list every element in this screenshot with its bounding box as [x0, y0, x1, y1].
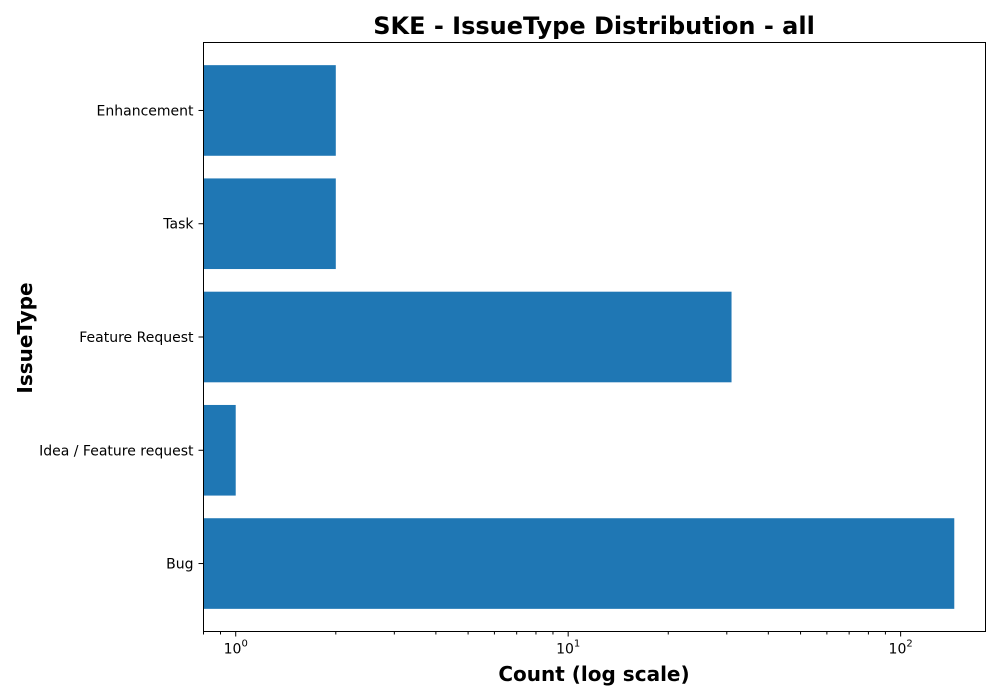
bar-task [203, 178, 336, 270]
y-tick-label: Feature Request [79, 330, 194, 346]
x-tick-label: 100 [224, 639, 248, 658]
y-tick-label: Task [162, 217, 194, 233]
y-tick-label: Bug [166, 557, 193, 573]
x-ticks-group: 100 101 102 [203, 631, 913, 658]
bars-group [203, 65, 955, 609]
chart-title: SKE - IssueType Distribution - all [373, 12, 815, 40]
bar-idea-feature-request [203, 404, 236, 496]
y-tick-label: Idea / Feature request [39, 443, 194, 459]
bar-enhancement [203, 65, 336, 156]
plot-frame [203, 42, 986, 632]
y-axis-label: IssueType [13, 282, 37, 393]
x-tick-label: 102 [889, 639, 913, 658]
y-tick-label: Enhancement [97, 103, 194, 119]
y-ticks-group: Bug Idea / Feature request Feature Request… [39, 103, 204, 573]
x-axis-label: Count (log scale) [498, 662, 689, 686]
bar-feature-request [203, 291, 732, 383]
x-tick-label: 101 [556, 639, 580, 658]
bar-bug [203, 518, 955, 609]
